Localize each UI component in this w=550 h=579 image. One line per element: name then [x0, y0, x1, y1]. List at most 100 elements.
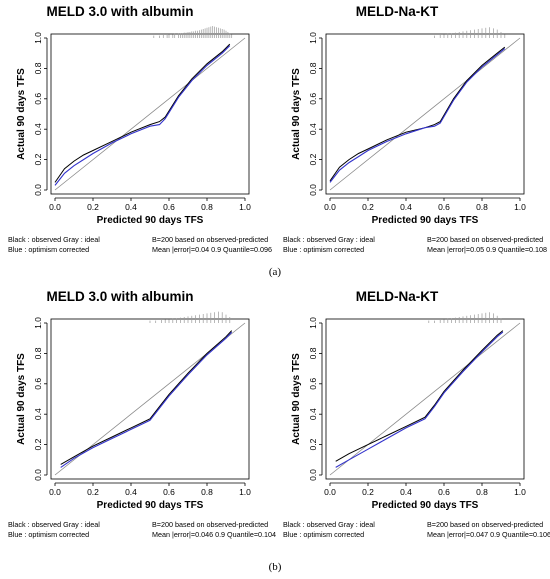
calibration-panel-a-right: MELD-Na-KT 0.0 0.2 0.4 0.6 0.8 1.0 0.0 0.2 0.4 0.6… — [275, 0, 550, 268]
x-tick-label: 0.0 — [49, 487, 61, 497]
legend-right-line: B=200 based on observed-predicted — [427, 520, 543, 529]
y-tick-label: 1.0 — [33, 32, 43, 44]
x-tick-label: 0.4 — [400, 487, 412, 497]
y-axis-label: Actual 90 days TFS — [291, 68, 302, 160]
legend-right-line: Mean |error|=0.047 0.9 Quantile=0.106 — [427, 530, 550, 539]
calibration-panel-b-right: MELD-Na-KT 0.0 0.2 0.4 0.6 0.8 1.0 0.0 0.2 0.4 0.6… — [275, 285, 550, 553]
plot-frame — [325, 318, 525, 480]
x-axis-label: Predicted 90 days TFS — [372, 215, 479, 226]
y-tick-label: 1.0 — [308, 317, 318, 329]
x-tick-label: 0.8 — [476, 202, 488, 212]
x-tick-label: 0.4 — [400, 202, 412, 212]
x-tick-label: 0.2 — [362, 487, 374, 497]
x-tick-label: 0.2 — [87, 202, 99, 212]
legend-left-line: Black : observed Gray : ideal — [8, 235, 100, 244]
x-tick-label: 0.8 — [201, 487, 213, 497]
legend-left-line: Black : observed Gray : ideal — [8, 520, 100, 529]
x-tick-label: 1.0 — [514, 487, 526, 497]
chart-title: MELD 3.0 with albumin — [46, 289, 193, 304]
y-tick-label: 1.0 — [308, 32, 318, 44]
x-tick-label: 0.6 — [438, 487, 450, 497]
y-tick-label: 0.2 — [308, 153, 318, 165]
y-tick-label: 0.2 — [308, 438, 318, 450]
y-tick-label: 0.4 — [308, 408, 318, 420]
y-tick-label: 1.0 — [33, 317, 43, 329]
x-tick-label: 0.2 — [362, 202, 374, 212]
optimism-corrected-curve — [54, 45, 231, 186]
observed-curve — [335, 330, 504, 462]
plot-frame — [325, 33, 525, 195]
x-axis-label: Predicted 90 days TFS — [97, 500, 204, 511]
x-tick-label: 0.4 — [125, 202, 137, 212]
legend-right-line: Mean |error|=0.05 0.9 Quantile=0.108 — [427, 245, 547, 254]
y-tick-label: 0.2 — [33, 153, 43, 165]
y-tick-label: 0.0 — [33, 184, 43, 196]
y-tick-label: 0.8 — [33, 62, 43, 74]
optimism-corrected-curve — [335, 331, 504, 468]
observed-curve — [329, 46, 506, 182]
calibration-panel-b-left: MELD 3.0 with albumin 0.0 0.2 0.4 0.6 0.8 1.0 0… — [0, 285, 276, 553]
legend-right-line: B=200 based on observed-predicted — [152, 235, 268, 244]
optimism-corrected-curve — [60, 331, 233, 468]
ideal-line — [329, 322, 521, 476]
x-axis-label: Predicted 90 days TFS — [97, 215, 204, 226]
x-tick-label: 0.6 — [163, 487, 175, 497]
y-tick-label: 0.6 — [33, 93, 43, 105]
ideal-line — [329, 37, 521, 191]
y-tick-label: 0.8 — [308, 347, 318, 359]
legend-left-line: Blue : optimism corrected — [8, 530, 89, 539]
y-tick-label: 0.4 — [33, 123, 43, 135]
y-tick-label: 0.0 — [308, 469, 318, 481]
plot-frame — [50, 33, 250, 195]
legend-right-line: Mean |error|=0.04 0.9 Quantile=0.096 — [152, 245, 272, 254]
y-tick-label: 0.4 — [308, 123, 318, 135]
legend-left-line: Black : observed Gray : ideal — [283, 520, 375, 529]
x-tick-label: 0.6 — [438, 202, 450, 212]
x-tick-label: 0.6 — [163, 202, 175, 212]
x-tick-label: 1.0 — [239, 487, 251, 497]
plot-frame — [50, 318, 250, 480]
y-tick-label: 0.8 — [308, 62, 318, 74]
legend-right-line: Mean |error|=0.046 0.9 Quantile=0.104 — [152, 530, 276, 539]
chart-title: MELD-Na-KT — [356, 4, 439, 19]
chart-title: MELD-Na-KT — [356, 289, 439, 304]
ideal-line — [54, 37, 246, 191]
chart-title: MELD 3.0 with albumin — [46, 4, 193, 19]
legend-right-line: B=200 based on observed-predicted — [152, 520, 268, 529]
y-tick-label: 0.8 — [33, 347, 43, 359]
y-tick-label: 0.2 — [33, 438, 43, 450]
calibration-panel-a-left: MELD 3.0 with albumin 0.0 0.2 0.4 0.6 0.8 1.0 0… — [0, 0, 275, 268]
x-tick-label: 0.2 — [87, 487, 99, 497]
caption-a: (a) — [268, 266, 282, 278]
y-tick-label: 0.0 — [308, 184, 318, 196]
y-tick-label: 0.4 — [33, 408, 43, 420]
observed-curve — [60, 330, 233, 465]
calibration-plot-svg: MELD 3.0 with albumin 0.0 0.2 0.4 0.6 0.8 1.0 0… — [8, 289, 276, 539]
calibration-plot-svg: MELD-Na-KT 0.0 0.2 0.4 0.6 0.8 1.0 0.0 0.2 0.4 0.6… — [283, 289, 550, 539]
calibration-plot-svg: MELD 3.0 with albumin 0.0 0.2 0.4 0.6 0.8 1.0 0… — [8, 4, 272, 254]
x-tick-label: 0.0 — [324, 202, 336, 212]
y-tick-label: 0.6 — [308, 93, 318, 105]
y-axis-label: Actual 90 days TFS — [16, 353, 27, 445]
x-axis-label: Predicted 90 days TFS — [372, 500, 479, 511]
legend-left-line: Blue : optimism corrected — [283, 530, 364, 539]
y-tick-label: 0.6 — [308, 378, 318, 390]
ideal-line — [54, 322, 246, 476]
legend-left-line: Black : observed Gray : ideal — [283, 235, 375, 244]
y-tick-label: 0.0 — [33, 469, 43, 481]
caption-b: (b) — [268, 561, 282, 573]
calibration-plot-svg: MELD-Na-KT 0.0 0.2 0.4 0.6 0.8 1.0 0.0 0.2 0.4 0.6… — [283, 4, 547, 254]
optimism-corrected-curve — [329, 48, 506, 183]
legend-right-line: B=200 based on observed-predicted — [427, 235, 543, 244]
legend-left-line: Blue : optimism corrected — [283, 245, 364, 254]
y-tick-label: 0.6 — [33, 378, 43, 390]
x-tick-label: 0.8 — [201, 202, 213, 212]
y-axis-label: Actual 90 days TFS — [16, 68, 27, 160]
x-tick-label: 1.0 — [239, 202, 251, 212]
x-tick-label: 0.8 — [476, 487, 488, 497]
x-tick-label: 1.0 — [514, 202, 526, 212]
y-axis-label: Actual 90 days TFS — [291, 353, 302, 445]
x-tick-label: 0.0 — [324, 487, 336, 497]
x-tick-label: 0.4 — [125, 487, 137, 497]
